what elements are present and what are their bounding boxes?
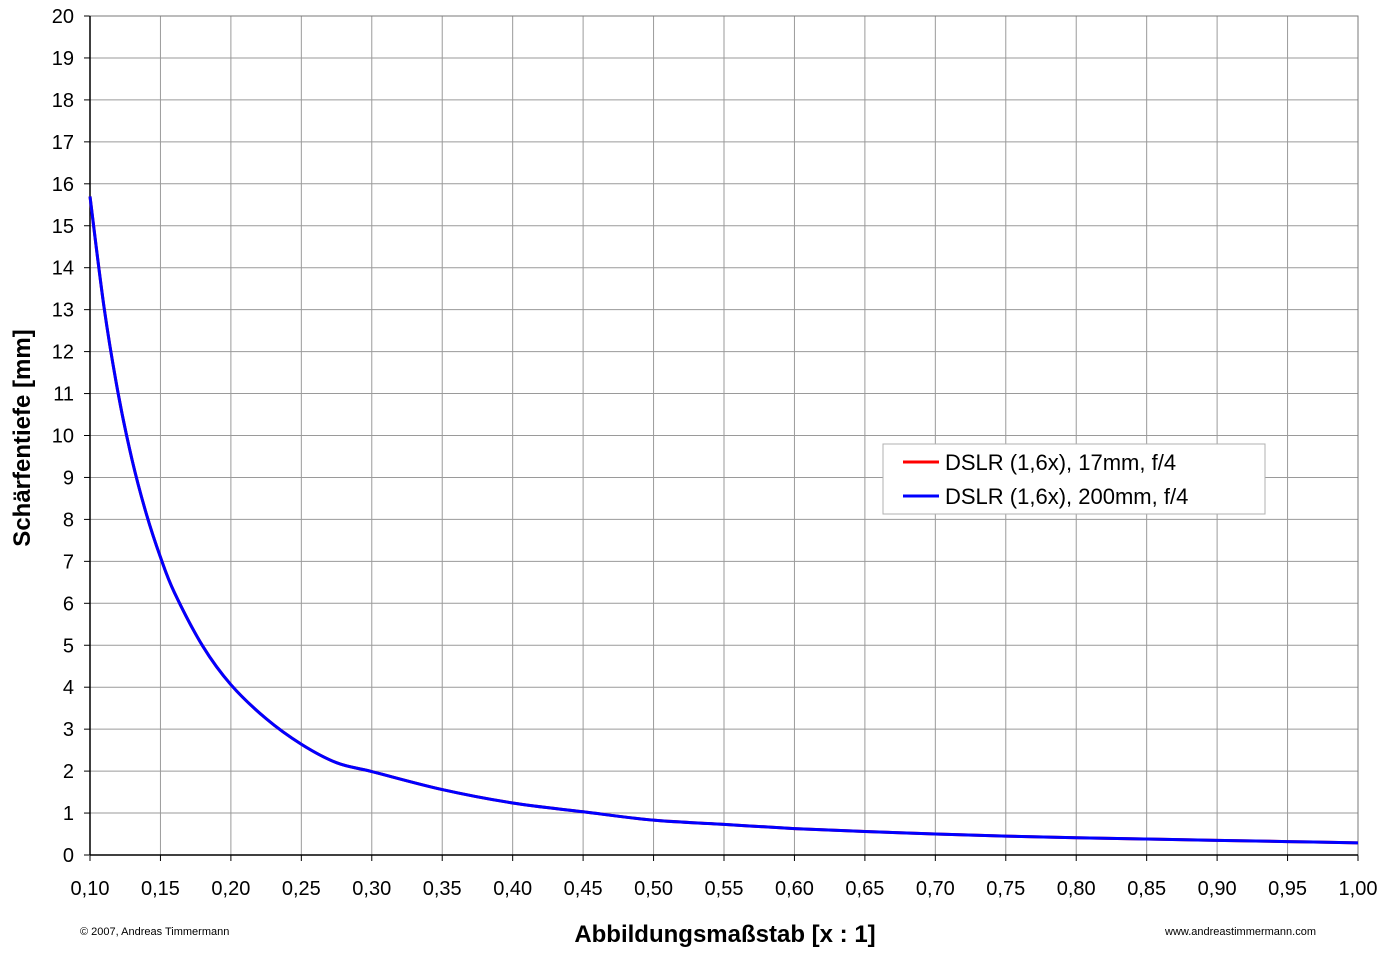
- x-tick-label: 0,20: [211, 878, 250, 900]
- x-tick-label: 0,95: [1268, 878, 1307, 900]
- x-tick-label: 0,80: [1057, 878, 1096, 900]
- y-tick-label: 16: [52, 174, 74, 196]
- y-tick-label: 10: [52, 426, 74, 448]
- y-tick-label: 4: [63, 677, 74, 699]
- x-tick-label: 0,70: [916, 878, 955, 900]
- legend-label-17mm: DSLR (1,6x), 17mm, f/4: [945, 450, 1176, 475]
- legend-box: [882, 443, 1266, 515]
- y-tick-label: 18: [52, 90, 74, 112]
- y-tick-label: 11: [53, 384, 74, 406]
- x-tick-label: 0,10: [71, 878, 110, 900]
- y-tick-label: 3: [63, 719, 74, 741]
- copyright-text: © 2007, Andreas Timmermann: [80, 926, 229, 938]
- x-tick-label: 1,00: [1339, 878, 1378, 900]
- y-tick-label: 15: [52, 216, 74, 238]
- x-tick-label: 0,45: [564, 878, 603, 900]
- y-tick-label: 19: [52, 48, 74, 70]
- y-tick-label: 1: [63, 803, 74, 825]
- y-tick-label: 0: [63, 845, 74, 867]
- y-tick-label: 12: [52, 342, 74, 364]
- y-tick-label: 9: [63, 467, 74, 489]
- x-tick-labels: 0,10 0,15 0,20 0,25 0,30 0,35 0,40 0,45 0,50 0,55…: [71, 878, 1378, 900]
- y-tick-label: 2: [63, 761, 74, 783]
- x-tick-label: 0,65: [845, 878, 884, 900]
- x-tick-label: 0,90: [1198, 878, 1237, 900]
- series-lines: [88, 196, 1359, 845]
- series-line-1: [88, 196, 1359, 845]
- y-tick-label: 8: [63, 509, 74, 531]
- x-tick-label: 0,50: [634, 878, 673, 900]
- x-tick-label: 0,30: [352, 878, 391, 900]
- y-tick-label: 20: [52, 6, 74, 28]
- y-tick-label: 13: [52, 300, 74, 322]
- y-tick-label: 7: [63, 551, 74, 573]
- axes: [84, 15, 1359, 861]
- y-tick-label: 17: [52, 132, 74, 154]
- x-tick-label: 0,75: [986, 878, 1025, 900]
- x-tick-label: 0,60: [775, 878, 814, 900]
- x-axis-title: Abbildungsmaßstab [x : 1]: [574, 921, 875, 948]
- legend-label-200mm: DSLR (1,6x), 200mm, f/4: [945, 484, 1188, 509]
- y-tick-label: 6: [63, 593, 74, 615]
- website-text: www.andreastimmermann.com: [1164, 926, 1316, 938]
- y-tick-label: 5: [63, 635, 74, 657]
- x-tick-label: 0,15: [141, 878, 180, 900]
- x-tick-label: 0,35: [423, 878, 462, 900]
- y-tick-label: 14: [52, 258, 74, 280]
- x-tick-label: 0,40: [493, 878, 532, 900]
- legend: DSLR (1,6x), 17mm, f/4 DSLR (1,6x), 200m…: [882, 443, 1266, 515]
- x-tick-label: 0,85: [1127, 878, 1166, 900]
- y-axis-title: Schärfentiefe [mm]: [9, 329, 36, 546]
- grid: [89, 15, 1359, 856]
- x-tick-label: 0,25: [282, 878, 321, 900]
- x-tick-label: 0,55: [705, 878, 744, 900]
